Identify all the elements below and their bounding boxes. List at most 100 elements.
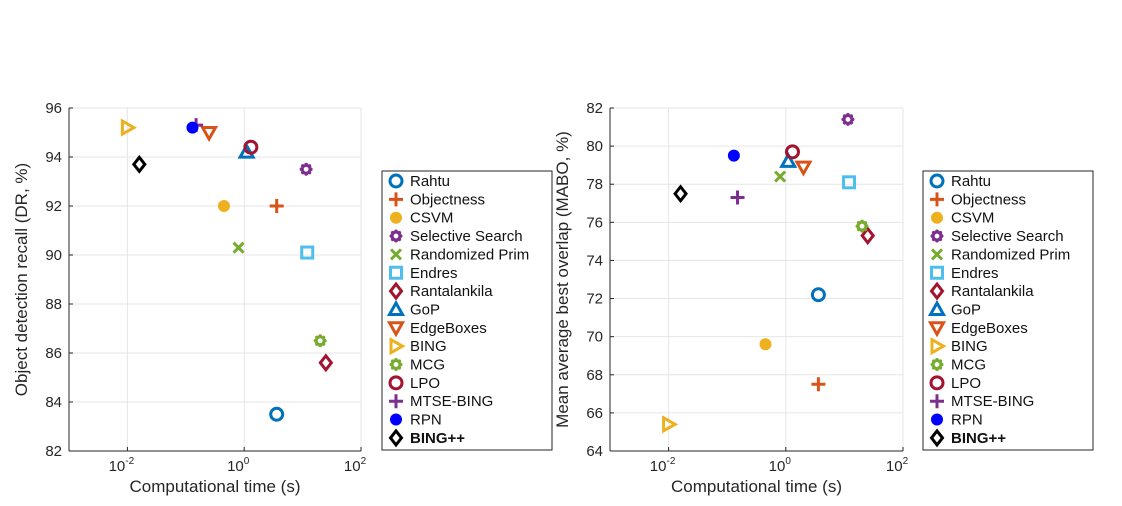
legend-marker-lpo [929, 375, 945, 391]
plot-area [69, 108, 361, 451]
y-tick-label: 74 [586, 252, 603, 269]
x-tick-label: 100 [227, 456, 250, 475]
legend-marker-gop [927, 299, 947, 316]
legend-marker-edgeboxes [927, 321, 947, 338]
point-bingplusplus [131, 154, 147, 174]
legend-label: RPN [951, 412, 983, 429]
legend-marker-randomized-prim [389, 248, 403, 261]
point-bing [662, 415, 679, 434]
point-mcg [855, 219, 869, 233]
point-rantalankila [318, 353, 334, 373]
y-tick-label: 94 [45, 149, 62, 166]
y-tick-label: 88 [45, 296, 62, 313]
legend-label: Rantalankila [410, 283, 493, 300]
legend-marker-bingplusplus [929, 428, 945, 448]
legend-label: Selective Search [951, 228, 1064, 245]
legend-label: Endres [410, 265, 458, 282]
legend-label: Rahtu [951, 173, 991, 190]
x-tick-label: 100 [769, 456, 792, 475]
legend-label: EdgeBoxes [410, 320, 487, 337]
point-rahtu [810, 287, 826, 303]
legend-marker-rantalankila [388, 281, 404, 301]
point-bingplusplus [673, 184, 688, 204]
legend-label: BING [410, 338, 447, 355]
y-tick-label: 96 [45, 100, 62, 117]
x-tick-label: 102 [886, 456, 909, 475]
y-tick-label: 78 [586, 176, 603, 193]
legend-marker-endres [389, 265, 403, 280]
legend-label: MTSE-BING [951, 393, 1034, 410]
point-csvm [217, 200, 230, 212]
point-rahtu [269, 406, 285, 422]
legend-marker-mcg [930, 358, 944, 371]
point-mcg [313, 334, 327, 348]
y-tick-label: 82 [586, 100, 603, 117]
chart-panel-1: 82 84 86 88 90 92 94 96 10-2 100 102 Computational … [12, 100, 367, 496]
point-gop [237, 142, 256, 159]
y-axis-label: Mean average best overlap (MABO, %) [553, 131, 572, 428]
point-edgeboxes [199, 126, 219, 143]
point-lpo [784, 144, 800, 160]
legend-marker-rantalankila [929, 281, 945, 301]
y-tick-label: 72 [586, 291, 603, 308]
legend-label: LPO [410, 375, 440, 392]
point-rpn [186, 121, 199, 134]
legend-label: CSVM [410, 210, 453, 227]
legend-label: MCG [951, 357, 986, 374]
legend-marker-bing [389, 337, 406, 356]
legend-marker-randomized-prim [930, 248, 944, 261]
legend-label: MCG [410, 357, 445, 374]
legend-label: Randomized Prim [410, 246, 529, 263]
point-selective-search [299, 162, 313, 176]
point-mtse-bing [730, 190, 745, 205]
point-csvm [759, 338, 772, 351]
y-tick-label: 70 [586, 329, 603, 346]
y-tick-label: 82 [45, 443, 62, 460]
point-lpo [243, 139, 259, 155]
point-rantalankila [860, 226, 876, 246]
y-tick-label: 64 [586, 443, 603, 460]
legend-marker-objectness [930, 192, 944, 207]
legend-label: LPO [951, 375, 981, 392]
legend-label: BING [951, 338, 988, 355]
legend-marker-rahtu [929, 173, 945, 189]
legend-marker-csvm [931, 211, 943, 224]
point-objectness [269, 199, 284, 213]
point-selective-search [841, 112, 855, 126]
legend-box [922, 170, 1094, 451]
legend-marker-gop [386, 299, 406, 316]
legend-marker-endres [930, 265, 944, 280]
legend-label: EdgeBoxes [951, 320, 1028, 337]
point-bing [120, 118, 137, 137]
y-tick-label: 68 [586, 367, 603, 384]
legend-label: CSVM [951, 210, 994, 227]
y-tick-label: 76 [586, 214, 603, 231]
point-randomized-prim [774, 170, 787, 183]
point-gop [779, 151, 798, 168]
point-endres [300, 245, 315, 260]
legend-box [381, 170, 553, 451]
legend-label: BING++ [410, 430, 465, 447]
y-axis-label: Object detection recall (DR, %) [12, 163, 31, 396]
y-tick-label: 80 [586, 138, 603, 155]
y-tick-label: 86 [45, 345, 62, 362]
legend-marker-mtse-bing [930, 394, 944, 409]
legend-marker-rahtu [388, 173, 404, 189]
legend-label: BING++ [951, 430, 1006, 447]
legend-marker-objectness [389, 192, 403, 207]
point-objectness [811, 377, 826, 392]
x-tick-label: 10-2 [109, 456, 135, 475]
y-tick-label: 66 [586, 405, 603, 422]
legend-label: Rantalankila [951, 283, 1034, 300]
y-tick-label: 84 [45, 394, 62, 411]
point-endres [842, 175, 857, 190]
legend-marker-bingplusplus [388, 428, 404, 448]
legend-label: MTSE-BING [410, 393, 493, 410]
legend-marker-selective-search [389, 229, 403, 243]
x-axis-label: Computational time (s) [129, 477, 300, 496]
legend-label: GoP [410, 301, 440, 318]
